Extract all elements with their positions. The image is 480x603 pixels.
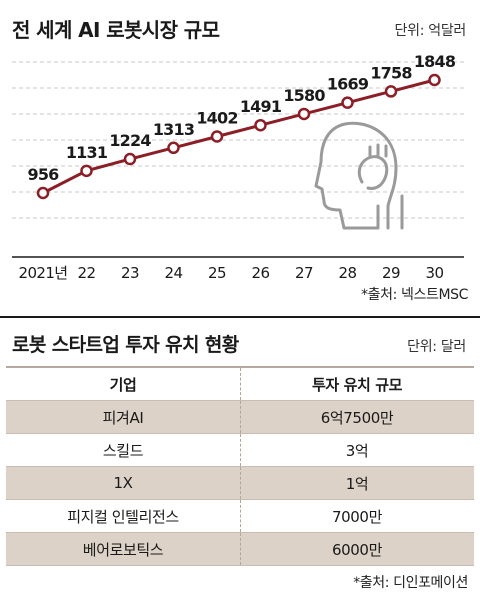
x-tick-label: 25 <box>208 264 226 282</box>
cell-company: 피지컬 인텔리전스 <box>67 507 179 526</box>
data-label: 1224 <box>109 131 151 150</box>
table-row: 1X 1억 <box>6 467 474 500</box>
table-header-row: 기업 투자 유치 규모 <box>6 368 474 401</box>
table-source: *출처: 디인포메이션 <box>353 575 468 591</box>
cell-amount: 6000만 <box>332 540 382 559</box>
x-tick-label: 30 <box>426 264 444 282</box>
header-company: 기업 <box>109 375 137 394</box>
table-row: 스킬드 3억 <box>6 434 474 467</box>
x-tick-label: 2021년 <box>19 264 68 282</box>
table-title: 로봇 스타트업 투자 유치 현황 <box>12 334 239 356</box>
data-label: 1580 <box>283 86 325 105</box>
data-label: 956 <box>28 165 60 184</box>
cell-amount: 7000만 <box>332 507 382 526</box>
investment-table: 기업 투자 유치 규모 피겨AI 6억7500만 스킬드 3억 1X 1억 피지… <box>6 366 474 566</box>
chart-unit-label: 단위: 억달러 <box>394 23 467 39</box>
data-point <box>36 186 50 200</box>
table-row: 베어로보틱스 6000만 <box>6 533 474 566</box>
chart-source: *출처: 넥스트MSC <box>361 287 468 303</box>
line-chart: 956113112241313140214911580166917581848 … <box>12 52 464 282</box>
x-tick-label: 29 <box>382 264 400 282</box>
data-label: 1758 <box>370 63 412 82</box>
data-point <box>384 85 398 98</box>
cell-amount: 3억 <box>345 441 369 460</box>
data-label: 1491 <box>240 97 282 116</box>
cell-amount: 6억7500만 <box>320 408 394 427</box>
section-divider <box>0 316 480 318</box>
data-point <box>80 164 93 178</box>
data-point <box>123 152 137 166</box>
grid-lines <box>12 61 464 219</box>
x-tick-label: 28 <box>339 264 357 282</box>
x-tick-label: 24 <box>165 264 183 282</box>
cell-amount: 1억 <box>345 474 369 493</box>
chart-title: 전 세계 AI 로봇시장 규모 <box>12 18 220 42</box>
header-amount: 투자 유치 규모 <box>311 375 403 394</box>
x-tick-label: 22 <box>78 264 96 282</box>
data-point <box>167 141 180 155</box>
cell-company: 스킬드 <box>102 441 144 460</box>
series-line <box>42 78 435 195</box>
x-tick-label: 27 <box>295 264 313 282</box>
x-tick-label: 23 <box>121 264 139 282</box>
data-point <box>254 118 267 132</box>
data-point <box>297 107 311 121</box>
data-point <box>341 96 354 109</box>
cell-company: 베어로보틱스 <box>82 540 164 559</box>
robot-head-icon <box>314 121 404 230</box>
data-point <box>210 130 224 143</box>
data-label: 1669 <box>327 75 369 94</box>
data-label: 1313 <box>153 120 194 139</box>
data-label: 1131 <box>66 143 108 162</box>
data-label: 1848 <box>414 52 456 71</box>
table-unit-label: 단위: 달러 <box>407 339 466 355</box>
table-row: 피지컬 인텔리전스 7000만 <box>6 500 474 533</box>
cell-company: 피겨AI <box>102 408 144 427</box>
table-row: 피겨AI 6억7500만 <box>6 401 474 434</box>
data-label: 1402 <box>196 109 237 128</box>
data-point <box>428 73 441 87</box>
x-tick-label: 26 <box>252 264 270 282</box>
cell-company: 1X <box>113 474 133 492</box>
